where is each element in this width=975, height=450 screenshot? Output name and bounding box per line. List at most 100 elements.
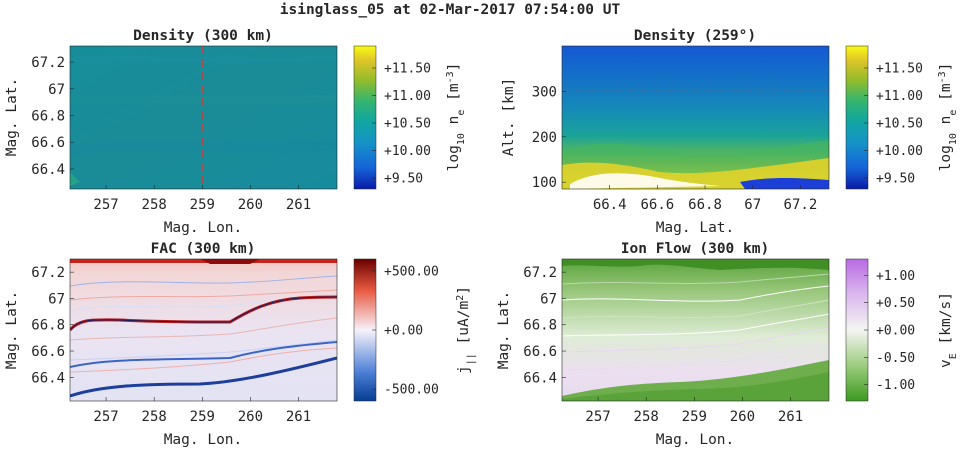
colorbar-tick-label: +0.50 xyxy=(876,296,915,311)
y-axis-label: Alt. [km] xyxy=(501,78,517,157)
x-tick-label: 258 xyxy=(634,409,659,425)
colorbar-label-part: v xyxy=(938,359,954,368)
colorbar-label-part: 10 xyxy=(456,133,467,145)
x-tick-label: 260 xyxy=(238,409,263,425)
colorbar-label-part: ] xyxy=(938,63,954,72)
colorbar-tick-label: -1.00 xyxy=(876,378,915,393)
x-tick-label: 259 xyxy=(682,409,707,425)
colorbar-label: j|| [uA/m2] xyxy=(455,286,477,374)
colorbar: -500.00 +0.00 +500.00 j|| [uA/m2] xyxy=(353,258,477,402)
panel-fac-300km: FAC (300 km) 257 258 259 260 261 66.466.666.… xyxy=(4,241,477,448)
colorbar-label: vE [km/s] xyxy=(938,292,959,368)
x-axis-label: Mag. Lon. xyxy=(164,432,243,448)
y-tick-label: 67.2 xyxy=(523,265,557,281)
y-ticks: 66.4 66.6 66.8 67 67.2 xyxy=(31,265,74,386)
colorbar-label: log10 ne [m-3] xyxy=(445,63,467,172)
x-tick-label: 257 xyxy=(585,409,610,425)
x-tick-label: 66.8 xyxy=(688,197,722,213)
x-tick-label: 260 xyxy=(730,409,755,425)
panel-title: Ion Flow (300 km) xyxy=(621,241,769,257)
y-ticks: 100 200 300 xyxy=(532,84,566,191)
x-tick-label: 261 xyxy=(778,409,803,425)
colorbar-gradient xyxy=(845,45,869,190)
x-ticks: 257 258 259 260 261 xyxy=(93,185,311,213)
colorbar-tick-label: +500.00 xyxy=(384,264,439,279)
y-tick-label: 66.6 xyxy=(31,344,65,360)
colorbar: -1.00 -0.50 +0.00 +0.50 +1.00 vE [km/s] xyxy=(845,258,959,402)
panel-density-259: Density (259°) 66.4 66.6 66.8 67 67.2 100 200… xyxy=(501,28,959,236)
x-tick-label: 67 xyxy=(744,197,761,213)
y-ticks: 66.4 66.6 66.8 67 67.2 xyxy=(31,55,74,178)
y-ticks: 66.4 66.6 66.8 67 67.2 xyxy=(523,265,566,386)
colorbar-label-part: log xyxy=(938,145,954,171)
colorbar-ticks: +9.50 +10.00 +10.50 +11.00 +11.50 xyxy=(372,62,431,187)
y-tick-label: 67 xyxy=(48,291,65,307)
x-tick-label: 261 xyxy=(286,409,311,425)
heatmap-density-map xyxy=(70,46,337,189)
y-tick-label: 66.8 xyxy=(523,318,557,334)
panel-ion-flow-300km: Ion Flow (300 km) 257 258 259 260 261 66.4 66… xyxy=(496,241,959,448)
colorbar-ticks: -500.00 +0.00 +500.00 xyxy=(372,264,439,398)
colorbar-tick-label: +11.00 xyxy=(384,89,431,104)
colorbar-label-part: -3 xyxy=(937,71,948,83)
colorbar-tick-label: +10.50 xyxy=(384,117,431,132)
colorbar-tick-label: +11.50 xyxy=(876,62,923,77)
x-axis-label: Mag. Lon. xyxy=(164,220,243,236)
y-tick-label: 100 xyxy=(532,175,557,191)
colorbar-label-part: [m xyxy=(938,83,954,109)
colorbar-label-part: ] xyxy=(456,286,472,295)
panel-density-300km: Density (300 km) 257 258 259 260 261 66.466.… xyxy=(4,28,467,236)
plot-frame xyxy=(561,258,830,402)
colorbar-label-part: -3 xyxy=(445,71,456,83)
colorbar-tick-label: +9.50 xyxy=(384,172,423,187)
plot-frame xyxy=(561,45,830,190)
x-tick-label: 257 xyxy=(93,409,118,425)
colorbar-ticks: +9.50 +10.00 +10.50 +11.00 +11.50 xyxy=(864,62,923,187)
heatmap-ion-flow xyxy=(562,259,829,401)
x-tick-label: 259 xyxy=(190,197,215,213)
y-tick-label: 66.4 xyxy=(31,162,65,178)
colorbar-tick-label: +0.00 xyxy=(876,324,915,339)
x-tick-label: 258 xyxy=(142,409,167,425)
figure-title: isinglass_05 at 02-Mar-2017 07:54:00 UT xyxy=(280,2,621,18)
panel-title: Density (259°) xyxy=(634,28,756,44)
colorbar-label-part: log xyxy=(446,145,462,171)
x-ticks: 257 258 259 260 261 xyxy=(93,397,311,425)
y-tick-label: 66.4 xyxy=(31,370,65,386)
colorbar-label-part: || xyxy=(466,353,477,365)
colorbar-label-part: E xyxy=(948,353,959,359)
heatmap-density-altitude xyxy=(562,46,829,189)
y-tick-label: 67 xyxy=(48,82,65,98)
colorbar-label-part: j xyxy=(456,365,472,374)
y-tick-label: 200 xyxy=(532,130,557,146)
colorbar-label-part: 10 xyxy=(948,133,959,145)
plot-frame xyxy=(69,258,338,402)
colorbar-tick-label: +9.50 xyxy=(876,172,915,187)
y-tick-label: 67.2 xyxy=(31,55,65,71)
colorbar-tick-label: +10.50 xyxy=(876,117,923,132)
plot-frame xyxy=(69,45,338,190)
x-axis-label: Mag. Lon. xyxy=(656,432,735,448)
colorbar: +9.50 +10.00 +10.50 +11.00 +11.50 log10 ne [… xyxy=(845,45,959,190)
colorbar-label-part: ] xyxy=(446,63,462,72)
y-tick-label: 300 xyxy=(532,84,557,100)
y-axis-label: Mag. Lat. xyxy=(4,291,20,370)
y-axis-label: Mag. Lat. xyxy=(496,291,512,370)
x-tick-label: 67.2 xyxy=(784,197,818,213)
colorbar-label-part: [km/s] xyxy=(938,292,954,353)
panel-title: FAC (300 km) xyxy=(151,241,256,257)
colorbar-ticks: -1.00 -0.50 +0.00 +0.50 +1.00 xyxy=(864,269,915,393)
x-tick-label: 261 xyxy=(286,197,311,213)
y-tick-label: 66.4 xyxy=(523,370,557,386)
x-ticks: 257 258 259 260 261 xyxy=(585,397,803,425)
y-tick-label: 67 xyxy=(540,291,557,307)
colorbar-label-part: n xyxy=(446,116,462,133)
colorbar-label-part: n xyxy=(938,116,954,133)
colorbar-label-part: 2 xyxy=(455,295,466,301)
colorbar-tick-label: -500.00 xyxy=(384,383,439,398)
x-tick-label: 66.6 xyxy=(640,197,674,213)
colorbar-gradient xyxy=(353,45,377,190)
colorbar-tick-label: +11.50 xyxy=(384,62,431,77)
y-tick-label: 66.8 xyxy=(31,108,65,124)
